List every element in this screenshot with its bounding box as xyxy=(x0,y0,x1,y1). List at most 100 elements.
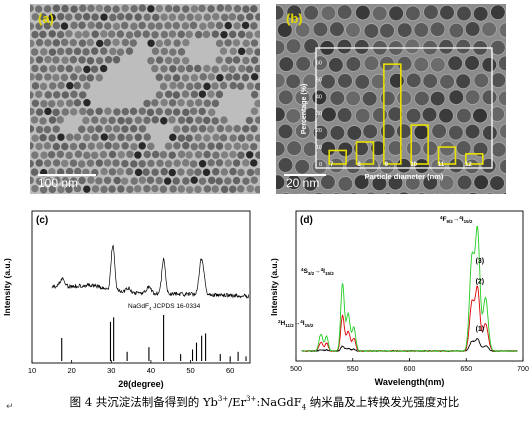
nanoparticle xyxy=(194,82,202,90)
nanoparticle xyxy=(254,48,260,56)
nanoparticle xyxy=(112,5,120,13)
nanoparticle xyxy=(250,107,259,115)
nanoparticle xyxy=(56,47,65,56)
transition-red-label-upper-j: 9/2 xyxy=(447,219,454,224)
nanoparticle xyxy=(126,150,134,158)
nanoparticle xyxy=(134,185,142,193)
panel-d-label: (d) xyxy=(300,215,313,226)
nanoparticle xyxy=(220,151,229,159)
nanoparticle xyxy=(172,5,181,13)
nanoparticle xyxy=(207,73,216,81)
scale-bar-a-label: 100 nm xyxy=(38,176,79,190)
nanoparticle xyxy=(87,125,95,134)
nanoparticle xyxy=(250,5,258,13)
nanoparticle xyxy=(60,22,69,30)
caption-text-mid: /Er xyxy=(228,395,247,409)
nanoparticle xyxy=(117,133,125,142)
nanoparticle xyxy=(100,47,108,55)
nanoparticle xyxy=(83,65,91,74)
nanoparticle xyxy=(151,64,159,73)
nanoparticle xyxy=(30,116,39,124)
nanoparticle xyxy=(56,30,65,39)
nanoparticle xyxy=(422,73,439,89)
nanoparticle xyxy=(285,38,302,54)
spectra-xtick-label: 550 xyxy=(347,366,359,373)
nanoparticle xyxy=(312,21,329,38)
nanoparticle xyxy=(65,167,74,176)
nanoparticle xyxy=(61,176,70,185)
nanoparticle xyxy=(414,90,430,107)
caption-text-pre: 图 4 共沉淀法制备得到的 Yb xyxy=(69,395,218,409)
nanoparticle xyxy=(35,108,44,116)
nanoparticle xyxy=(168,168,176,177)
transition-green-s-label-arrow: → xyxy=(314,268,321,275)
nanoparticle xyxy=(189,160,198,168)
spectra-xtick-label: 600 xyxy=(404,366,416,373)
nanoparticle xyxy=(95,74,103,82)
transition-green-s-label-lower-term: I xyxy=(323,268,325,275)
nanoparticle xyxy=(186,99,194,108)
nanoparticle xyxy=(52,56,60,64)
histogram-ytick-label: 50 xyxy=(316,77,322,83)
nanoparticle xyxy=(78,176,86,185)
nanoparticle xyxy=(152,13,160,22)
transition-green-s-label-upper-term: S xyxy=(304,268,309,275)
nanoparticle xyxy=(83,82,91,90)
nanoparticle xyxy=(147,22,156,30)
nanoparticle xyxy=(177,185,186,193)
nanoparticle xyxy=(363,55,380,72)
nanoparticle xyxy=(79,107,87,116)
nanoparticle xyxy=(66,81,74,90)
transition-green-h-label-lower-term: I xyxy=(303,320,305,327)
nanoparticle xyxy=(35,125,44,134)
nanoparticle xyxy=(194,98,203,107)
nanoparticle xyxy=(372,107,388,123)
nanoparticle xyxy=(250,39,259,47)
nanoparticle xyxy=(241,142,249,151)
nanoparticle xyxy=(86,108,95,116)
nanoparticle xyxy=(355,4,371,21)
nanoparticle xyxy=(52,21,61,30)
nanoparticle xyxy=(182,5,190,13)
nanoparticle xyxy=(229,134,237,142)
panel-a-label: (a) xyxy=(38,11,54,26)
nanoparticle xyxy=(404,38,421,55)
nanoparticle xyxy=(229,167,237,176)
nanoparticle xyxy=(379,22,395,39)
nanoparticle xyxy=(172,74,181,82)
nanoparticle xyxy=(177,30,185,39)
nanoparticle xyxy=(79,91,87,99)
nanoparticle xyxy=(237,14,245,22)
nanoparticle xyxy=(250,56,259,64)
nanoparticle xyxy=(255,151,260,159)
nanoparticle xyxy=(164,142,173,150)
nanoparticle xyxy=(295,56,311,72)
nanoparticle xyxy=(215,159,224,167)
histogram-bar xyxy=(383,63,402,165)
nanoparticle xyxy=(44,91,52,99)
nanoparticle xyxy=(203,150,211,159)
nanoparticle xyxy=(146,176,155,184)
nanoparticle xyxy=(198,125,207,133)
nanoparticle xyxy=(439,73,455,90)
nanoparticle xyxy=(280,192,291,194)
nanoparticle xyxy=(82,30,90,38)
nanoparticle xyxy=(56,116,64,124)
nanoparticle xyxy=(215,39,224,48)
figure-caption: 图 4 共沉淀法制备得到的 Yb3+/Er3+:NaGdF4 纳米晶及上转换发光… xyxy=(0,394,529,411)
nanoparticle xyxy=(74,65,82,74)
nanoparticle xyxy=(48,30,56,38)
xrd-xtick-label: 50 xyxy=(186,366,194,375)
nanoparticle xyxy=(312,124,329,141)
nanoparticle xyxy=(103,38,112,47)
nanoparticle xyxy=(155,107,163,116)
transition-green-h-label-upper-mult: 2 xyxy=(278,319,281,324)
nanoparticle xyxy=(65,30,73,38)
nanoparticle xyxy=(211,117,219,125)
nanoparticle xyxy=(337,141,354,158)
nanoparticle xyxy=(151,168,159,176)
nanoparticle xyxy=(43,22,52,30)
histogram-xtick-label: 8 xyxy=(357,162,361,168)
nanoparticle xyxy=(82,48,90,56)
histogram-xlabel: Particle diameter (nm) xyxy=(365,172,444,181)
